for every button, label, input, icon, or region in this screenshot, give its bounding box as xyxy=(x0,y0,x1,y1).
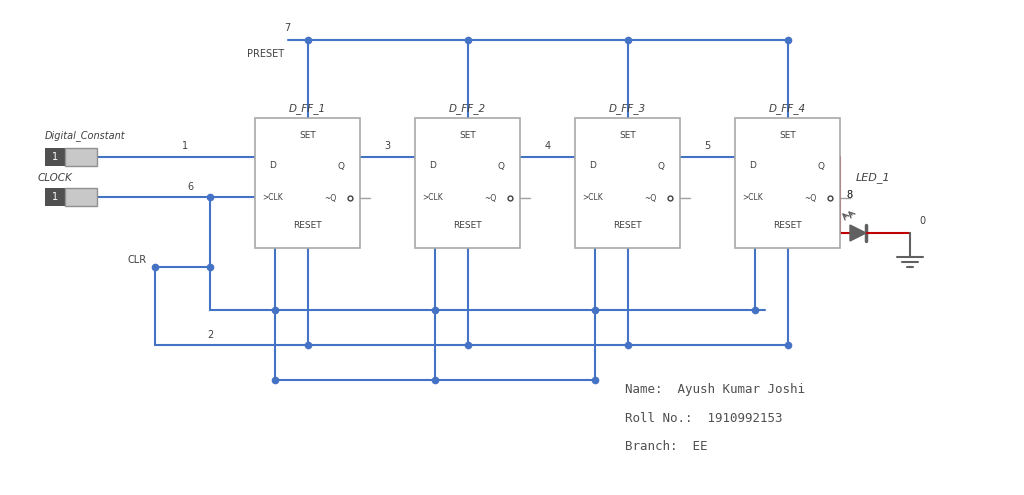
Text: ~Q: ~Q xyxy=(484,194,497,202)
Text: 1: 1 xyxy=(52,192,58,202)
Text: D: D xyxy=(589,161,596,170)
Text: Q: Q xyxy=(337,161,344,170)
Text: >CLK: >CLK xyxy=(422,194,442,202)
Text: D_FF_1: D_FF_1 xyxy=(289,103,326,114)
Text: D_FF_2: D_FF_2 xyxy=(449,103,486,114)
Bar xyxy=(575,118,680,248)
Text: D: D xyxy=(749,161,756,170)
Text: ~Q: ~Q xyxy=(804,194,816,202)
Text: SET: SET xyxy=(299,132,315,141)
Text: D: D xyxy=(429,161,436,170)
Text: D_FF_4: D_FF_4 xyxy=(769,103,806,114)
Text: >CLK: >CLK xyxy=(742,194,763,202)
Text: Q: Q xyxy=(497,161,504,170)
Text: SET: SET xyxy=(779,132,796,141)
Text: Q: Q xyxy=(657,161,664,170)
Text: Digital_Constant: Digital_Constant xyxy=(45,131,126,142)
Text: >CLK: >CLK xyxy=(582,194,603,202)
Bar xyxy=(735,118,840,248)
Text: LED_1: LED_1 xyxy=(856,173,891,184)
Text: 6: 6 xyxy=(187,182,194,192)
Text: Q: Q xyxy=(817,161,824,170)
Text: ~Q: ~Q xyxy=(324,194,336,202)
Text: 0: 0 xyxy=(919,216,925,226)
Text: Roll No.:  1910992153: Roll No.: 1910992153 xyxy=(625,411,782,425)
Text: >CLK: >CLK xyxy=(262,194,283,202)
Text: 3: 3 xyxy=(384,141,390,151)
Text: 4: 4 xyxy=(545,141,551,151)
Text: SET: SET xyxy=(620,132,636,141)
Text: RESET: RESET xyxy=(773,221,802,231)
Polygon shape xyxy=(850,225,866,241)
Text: Branch:  EE: Branch: EE xyxy=(625,440,708,452)
Text: ~Q: ~Q xyxy=(644,194,656,202)
Bar xyxy=(45,188,65,206)
Text: 8: 8 xyxy=(846,190,852,200)
Text: SET: SET xyxy=(459,132,476,141)
Bar xyxy=(45,148,65,166)
Text: 2: 2 xyxy=(207,330,213,340)
Text: PRESET: PRESET xyxy=(248,49,285,59)
Text: 1: 1 xyxy=(182,141,188,151)
Text: RESET: RESET xyxy=(613,221,642,231)
Text: CLOCK: CLOCK xyxy=(38,173,73,183)
Bar xyxy=(415,118,520,248)
Bar xyxy=(65,188,97,206)
Text: 7: 7 xyxy=(285,23,291,33)
Text: D: D xyxy=(269,161,275,170)
Bar xyxy=(65,148,97,166)
Text: D_FF_3: D_FF_3 xyxy=(609,103,646,114)
Text: 1: 1 xyxy=(52,152,58,162)
Text: RESET: RESET xyxy=(293,221,322,231)
Text: Name:  Ayush Kumar Joshi: Name: Ayush Kumar Joshi xyxy=(625,384,805,396)
Text: 5: 5 xyxy=(705,141,711,151)
Text: 8: 8 xyxy=(846,190,852,200)
Text: RESET: RESET xyxy=(454,221,482,231)
Bar xyxy=(255,118,360,248)
Text: CLR: CLR xyxy=(128,255,147,265)
